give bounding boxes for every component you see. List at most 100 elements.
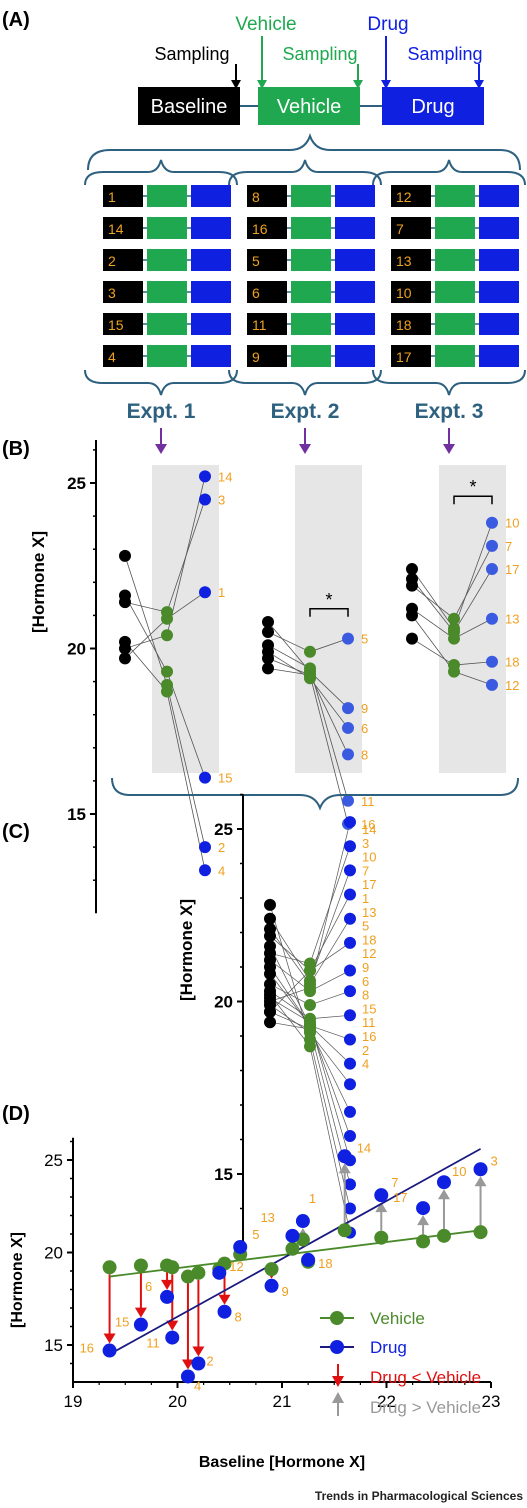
subject-baseline-box [247, 281, 287, 303]
subject-vehicle-box [435, 249, 475, 271]
panel-b-baseline-point [119, 549, 131, 562]
panel-c-subject-label: 9 [362, 960, 369, 975]
subject-vehicle-box [147, 345, 187, 367]
down-arrow-icon [103, 1333, 116, 1344]
panel-b-subject-label: 16 [361, 817, 375, 832]
panel-b-drug-point [486, 539, 498, 552]
subject-baseline-box [103, 281, 143, 303]
drug-point [233, 1239, 248, 1254]
panel-c-link [309, 1028, 351, 1113]
panel-c-subject-label: 12 [362, 946, 376, 961]
vehicle-point [285, 1241, 300, 1256]
panel-b-vehicle-point [304, 645, 316, 658]
panel-c-link [269, 970, 311, 1013]
panel-c-link [269, 959, 311, 992]
panel-c-link [269, 918, 311, 981]
panel-d-y-tick-label: 20 [44, 1244, 63, 1263]
subject-id: 1 [108, 189, 116, 205]
panel-b-baseline-point [119, 589, 131, 602]
subject-baseline-box [247, 217, 287, 239]
subject-drug-box [335, 249, 375, 271]
panel-d-subject-label: 4 [194, 1378, 201, 1393]
panel-b-vehicle-point [448, 665, 460, 678]
panel-b-sig-star: * [469, 477, 476, 497]
panel-c-subject-label: 15 [362, 1001, 376, 1016]
vehicle-top-label: Vehicle [235, 14, 296, 35]
panel-c-vehicle-point [304, 985, 316, 998]
subject-id: 15 [108, 317, 124, 333]
subject-drug-box [191, 313, 231, 335]
panel-b-vehicle-point [161, 685, 173, 698]
panel-b-baseline-point [262, 616, 274, 629]
panel-c-link [309, 1014, 351, 1020]
panel-c-tick-label: 15 [214, 1165, 233, 1184]
drug-box [382, 87, 484, 125]
group-brace-top [372, 159, 526, 186]
panel-c-subject-label: 4 [362, 1057, 369, 1072]
subject-vehicle-box [291, 281, 331, 303]
panel-b-link [453, 522, 493, 629]
expt-arrow-icon [299, 444, 311, 454]
drug-point [180, 1369, 195, 1384]
panel-c-subject-label: 13 [362, 905, 376, 920]
panel-b-tick-label: 15 [67, 805, 86, 824]
panel-b-link [166, 671, 206, 778]
panel-d-plot: 25 20 15 19 20 21 22 23 16 15 6 11 42 12 8 5 9 13 1 18 14 717… [44, 1137, 500, 1411]
group-brace-bottom [372, 369, 526, 396]
up-arrow-icon [338, 1163, 351, 1174]
panel-c-subject-label: 6 [362, 974, 369, 989]
panel-b-subject-label: 12 [505, 678, 519, 693]
down-arrow-icon [192, 1346, 205, 1357]
panel-b-link [411, 578, 455, 633]
expt-label: Expt. 3 [415, 400, 484, 423]
panel-c-link [309, 970, 351, 992]
subject-drug-box [479, 345, 519, 367]
panel-b-drug-point [342, 721, 354, 734]
drug-point [301, 1252, 316, 1267]
panel-d: (D) [Hormone X] Baseline [Hormone X] 252… [2, 1103, 500, 1471]
panel-c-baseline-point [264, 1005, 276, 1018]
vehicle-point [436, 1228, 451, 1243]
panel-b-link [166, 684, 206, 848]
panel-c-drug-point [344, 1202, 356, 1215]
panel-c-link [309, 1022, 351, 1161]
sampling-arrows [231, 36, 484, 89]
panel-c-link [309, 1046, 351, 1233]
panel-b-link [267, 658, 311, 676]
panel-c-subject-label: 17 [362, 877, 376, 892]
panel-b-subject-label: 2 [218, 840, 225, 855]
panel-d-subject-label: 13 [260, 1210, 274, 1225]
baseline-box [138, 87, 240, 125]
panel-c-link [269, 952, 311, 964]
panel-b-link [453, 568, 493, 633]
down-arrow-icon [134, 1307, 147, 1318]
panel-c-subject-label: 14 [362, 822, 376, 837]
panel-d-xlabel: Baseline [Hormone X] [199, 1454, 365, 1471]
panel-c-drug-point [344, 1009, 356, 1022]
footer-credit: Trends in Pharmacological Sciences [315, 1489, 523, 1503]
panel-c-tick-label: 20 [214, 993, 233, 1012]
panel-b-baseline-point [262, 662, 274, 675]
panel-c-link [269, 990, 311, 1020]
panel-b-link [453, 671, 493, 686]
panel-b-sig-star: * [325, 590, 332, 610]
panel-b-baseline-point [262, 625, 274, 638]
panel-c-drug-point [344, 985, 356, 998]
panel-b-vehicle-point [161, 629, 173, 642]
panel-b-drug-point [199, 841, 211, 854]
panel-b-subject-label: 5 [361, 632, 368, 647]
panel-d-subject-label: 3 [491, 1153, 498, 1168]
panel-c-link [309, 846, 351, 964]
panel-c-subject-label: 8 [362, 988, 369, 1003]
panel-c: (C) [Hormone X] 252015143107171135181296… [2, 793, 376, 1250]
down-arrow-icon [161, 1279, 174, 1290]
legend-vehicle-label: Vehicle [370, 1309, 425, 1328]
subject-drug-box [335, 281, 375, 303]
panel-b-drug-point [486, 516, 498, 529]
panel-c-drug-point [344, 1105, 356, 1118]
subject-vehicle-box [435, 313, 475, 335]
panel-b-link [309, 674, 349, 755]
panel-c-drug-point [344, 912, 356, 925]
panel-c-link [269, 935, 311, 971]
panel-b-vehicle-point [448, 612, 460, 625]
